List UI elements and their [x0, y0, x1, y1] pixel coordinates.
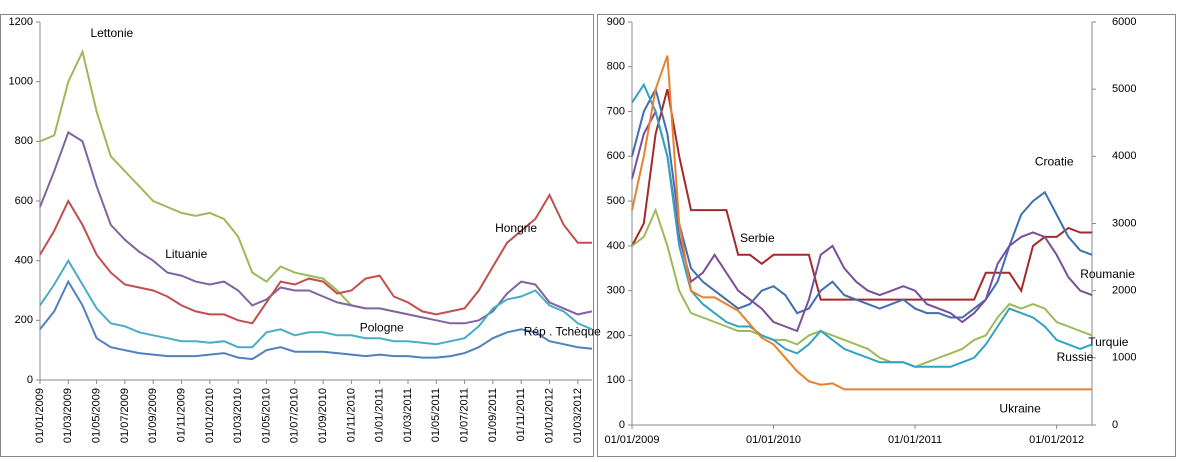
x-tick-label: 01/09/2011 — [487, 388, 499, 442]
y-tick-label: 0 — [619, 419, 625, 431]
x-tick-label: 01/01/2009 — [604, 434, 659, 446]
y-tick-label: 100 — [607, 374, 625, 386]
series-line — [631, 88, 1092, 301]
x-tick-label: 01/01/2010 — [204, 388, 216, 443]
y-tick-label: 900 — [607, 16, 625, 28]
x-tick-label: 01/05/2011 — [430, 388, 442, 442]
series-line — [631, 86, 1093, 319]
series-label: Russie — [1057, 350, 1094, 364]
y2-tick-label: 0 — [1112, 419, 1118, 431]
series-label: Croatie — [1035, 154, 1074, 168]
x-tick-label: 01/01/2012 — [543, 388, 555, 443]
series-line — [39, 258, 593, 349]
y-tick-label: 400 — [607, 240, 625, 252]
series-label: Turquie — [1088, 335, 1129, 349]
y-tick-label: 600 — [607, 150, 625, 162]
y2-tick-label: 3000 — [1112, 217, 1136, 229]
y-tick-label: 800 — [607, 61, 625, 73]
y-tick-label: 200 — [607, 329, 625, 341]
x-tick-label: 01/03/2012 — [572, 388, 584, 443]
x-tick-label: 01/07/2009 — [119, 388, 131, 443]
y-tick-label: 300 — [607, 285, 625, 297]
x-tick-label: 01/01/2012 — [1029, 434, 1084, 446]
x-tick-label: 01/01/2011 — [888, 434, 942, 446]
y-tick-label: 1200 — [9, 16, 33, 28]
series-line — [631, 82, 1093, 368]
x-tick-label: 01/07/2010 — [289, 388, 301, 443]
x-tick-label: 01/03/2009 — [62, 388, 74, 443]
y-tick-label: 600 — [15, 195, 33, 207]
x-tick-label: 01/05/2010 — [260, 388, 272, 443]
series-label: Rép . Tchèque — [524, 324, 601, 338]
x-tick-label: 01/09/2010 — [317, 388, 329, 443]
series-line — [631, 108, 1093, 333]
series-label: Lettonie — [90, 26, 133, 40]
series-label: Hongrie — [495, 221, 537, 235]
y-tick-label: 700 — [607, 105, 625, 117]
series-label: Pologne — [360, 320, 404, 334]
series-line — [39, 48, 366, 310]
y2-tick-label: 1000 — [1112, 352, 1136, 364]
series-label: Roumanie — [1080, 267, 1135, 281]
y2-tick-label: 4000 — [1112, 150, 1136, 162]
x-tick-label: 01/05/2009 — [91, 388, 103, 443]
series-line — [39, 279, 593, 361]
y-tick-label: 500 — [607, 195, 625, 207]
x-tick-label: 01/11/2011 — [515, 388, 527, 441]
x-tick-label: 01/01/2010 — [746, 434, 801, 446]
series-line — [631, 55, 1092, 391]
series-line — [39, 192, 592, 325]
series-line — [39, 130, 593, 325]
x-tick-label: 01/07/2011 — [459, 388, 471, 442]
series-label: Ukraine — [999, 402, 1041, 416]
series-label: Serbie — [740, 231, 775, 245]
y-tick-label: 800 — [15, 135, 33, 147]
y-tick-label: 0 — [27, 374, 33, 386]
x-tick-label: 01/11/2009 — [175, 388, 187, 442]
x-tick-label: 01/11/2010 — [345, 388, 357, 442]
x-tick-label: 01/01/2009 — [34, 388, 46, 443]
x-tick-label: 01/09/2009 — [147, 388, 159, 443]
x-tick-label: 01/03/2011 — [402, 388, 414, 442]
y2-tick-label: 5000 — [1112, 83, 1136, 95]
x-tick-label: 01/03/2010 — [232, 388, 244, 443]
y-tick-label: 400 — [15, 255, 33, 267]
y2-tick-label: 6000 — [1112, 16, 1136, 28]
x-tick-label: 01/01/2011 — [374, 388, 386, 442]
y2-tick-label: 2000 — [1112, 285, 1136, 297]
series-label: Lituanie — [165, 247, 207, 261]
series-line — [631, 207, 1093, 368]
y-tick-label: 200 — [15, 314, 33, 326]
y-tick-label: 1000 — [9, 76, 33, 88]
